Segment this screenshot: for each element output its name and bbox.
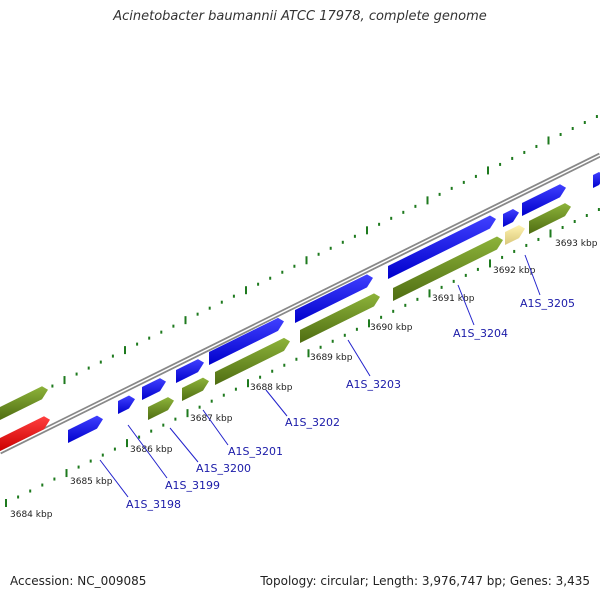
- cds-feature[interactable]: [142, 378, 166, 400]
- cds-feature[interactable]: [593, 172, 600, 188]
- tick-label: 3693 kbp: [555, 239, 598, 249]
- tick-label: 3688 kbp: [250, 383, 293, 393]
- tick-label: 3689 kbp: [310, 353, 353, 363]
- tick-label: 3685 kbp: [70, 477, 113, 487]
- page-title: Acinetobacter baumannii ATCC 17978, comp…: [113, 9, 487, 24]
- cds-feature[interactable]: [209, 317, 284, 365]
- gene-label-a1s-3205[interactable]: A1S_3205: [520, 297, 575, 310]
- gene-labels: A1S_3198 A1S_3199 A1S_3200 A1S_3201 A1S_…: [126, 297, 575, 511]
- gene-feature[interactable]: [529, 203, 571, 234]
- gene-label-a1s-3200[interactable]: A1S_3200: [196, 462, 251, 475]
- gene-feature[interactable]: [393, 236, 503, 301]
- cds-feature[interactable]: [388, 215, 496, 279]
- gene-feature[interactable]: [215, 337, 290, 385]
- gene-feature[interactable]: [182, 377, 209, 401]
- highlight-feature[interactable]: [0, 416, 50, 451]
- tick-label: 3686 kbp: [130, 445, 173, 455]
- accession-text: Accession: NC_009085: [10, 574, 147, 588]
- genome-backbone: [0, 152, 600, 455]
- gene-label-a1s-3199[interactable]: A1S_3199: [165, 479, 220, 492]
- cds-feature[interactable]: [68, 415, 103, 443]
- cds-feature[interactable]: [522, 184, 566, 216]
- gene-label-a1s-3201[interactable]: A1S_3201: [228, 445, 283, 458]
- feature-track: [0, 172, 600, 451]
- outer-scale-dots: [3, 115, 598, 414]
- tick-label: 3687 kbp: [190, 414, 233, 424]
- label-leaders: [99, 254, 541, 498]
- cds-feature[interactable]: [118, 395, 135, 414]
- gene-label-a1s-3204[interactable]: A1S_3204: [453, 327, 508, 340]
- tick-label: 3692 kbp: [493, 266, 536, 276]
- inner-scale-ticks: [5, 208, 600, 507]
- genome-summary-text: Topology: circular; Length: 3,976,747 bp…: [260, 574, 590, 588]
- cds-feature[interactable]: [176, 359, 204, 383]
- cds-feature[interactable]: [503, 209, 519, 227]
- gene-label-a1s-3202[interactable]: A1S_3202: [285, 416, 340, 429]
- gene-feature[interactable]: [0, 386, 48, 420]
- gene-label-a1s-3198[interactable]: A1S_3198: [126, 498, 181, 511]
- gene-feature[interactable]: [300, 293, 380, 343]
- tick-labels: 3684 kbp 3685 kbp 3686 kbp 3687 kbp 3688…: [10, 239, 598, 520]
- cds-feature[interactable]: [295, 274, 373, 323]
- tick-label: 3690 kbp: [370, 323, 413, 333]
- tick-label: 3691 kbp: [432, 294, 475, 304]
- gene-feature[interactable]: [148, 397, 174, 420]
- tick-label: 3684 kbp: [10, 510, 53, 520]
- rna-feature[interactable]: [505, 225, 525, 245]
- gene-label-a1s-3203[interactable]: A1S_3203: [346, 378, 401, 391]
